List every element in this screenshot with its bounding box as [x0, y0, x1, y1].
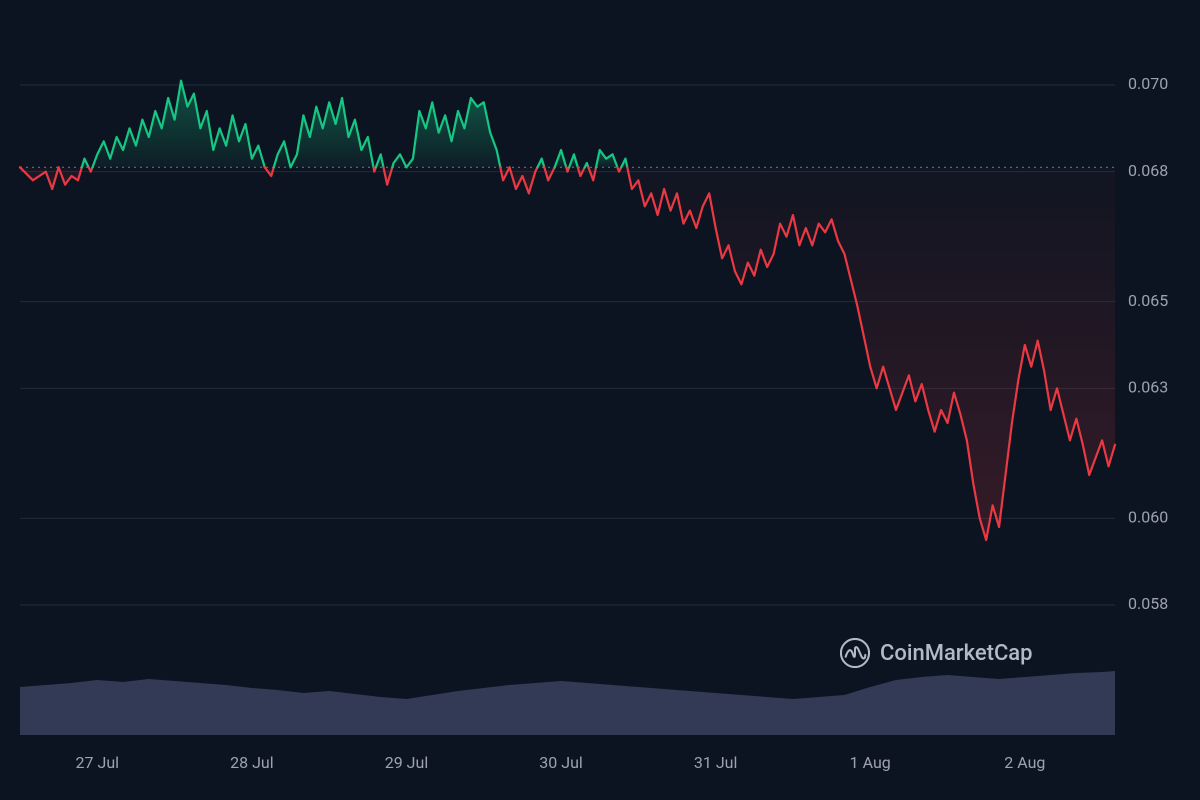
x-axis-label: 27 Jul — [76, 753, 120, 772]
y-axis-label: 0.060 — [1128, 508, 1168, 527]
y-axis-label: 0.058 — [1128, 594, 1168, 613]
x-axis-label: 29 Jul — [385, 753, 429, 772]
chart-svg: 0.070 0.068 0.065 0.063 0.060 0.058 27 Jul 28 J… — [0, 0, 1200, 800]
price-chart: 0.070 0.068 0.065 0.063 0.060 0.058 27 Jul 28 J… — [0, 0, 1200, 800]
coinmarketcap-icon — [840, 638, 870, 668]
y-axis-label: 0.070 — [1128, 74, 1168, 93]
x-axis-label: 1 Aug — [850, 753, 891, 772]
coinmarketcap-watermark: CoinMarketCap — [840, 638, 1033, 668]
y-axis-label: 0.065 — [1128, 291, 1168, 310]
volume-area — [20, 671, 1115, 735]
x-axis-label: 2 Aug — [1004, 753, 1045, 772]
x-axis-label: 28 Jul — [230, 753, 274, 772]
x-axis-label: 30 Jul — [539, 753, 583, 772]
y-axis-label: 0.068 — [1128, 161, 1168, 180]
x-axis-label: 31 Jul — [694, 753, 738, 772]
y-axis-label: 0.063 — [1128, 378, 1168, 397]
watermark-text: CoinMarketCap — [880, 641, 1033, 666]
